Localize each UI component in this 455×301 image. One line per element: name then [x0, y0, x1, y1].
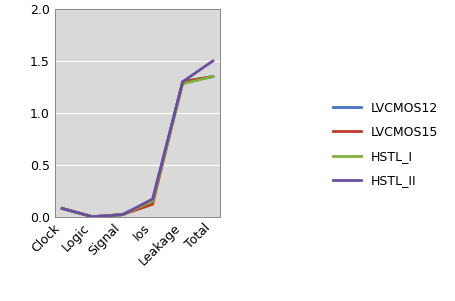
- HSTL_II: [120, 213, 125, 216]
- Line: LVCMOS15: LVCMOS15: [62, 76, 213, 217]
- LVCMOS12: [120, 213, 125, 216]
- HSTL_I: [150, 199, 155, 203]
- HSTL_I: [120, 213, 125, 216]
- LVCMOS12: [60, 206, 65, 210]
- Line: LVCMOS12: LVCMOS12: [62, 76, 213, 217]
- LVCMOS15: [150, 203, 155, 206]
- LVCMOS15: [120, 213, 125, 216]
- LVCMOS12: [90, 215, 95, 219]
- Legend: LVCMOS12, LVCMOS15, HSTL_I, HSTL_II: LVCMOS12, LVCMOS15, HSTL_I, HSTL_II: [327, 95, 444, 194]
- LVCMOS15: [60, 206, 65, 210]
- Line: HSTL_II: HSTL_II: [62, 61, 213, 217]
- LVCMOS12: [210, 75, 216, 78]
- HSTL_I: [60, 206, 65, 210]
- HSTL_I: [90, 215, 95, 219]
- HSTL_I: [210, 75, 216, 78]
- HSTL_II: [90, 215, 95, 219]
- LVCMOS15: [210, 75, 216, 78]
- HSTL_I: [180, 82, 186, 85]
- HSTL_II: [150, 197, 155, 201]
- HSTL_II: [210, 59, 216, 63]
- Line: HSTL_I: HSTL_I: [62, 76, 213, 217]
- HSTL_II: [60, 206, 65, 210]
- LVCMOS12: [180, 80, 186, 84]
- LVCMOS12: [150, 199, 155, 203]
- LVCMOS15: [90, 215, 95, 219]
- LVCMOS15: [180, 80, 186, 84]
- HSTL_II: [180, 80, 186, 84]
